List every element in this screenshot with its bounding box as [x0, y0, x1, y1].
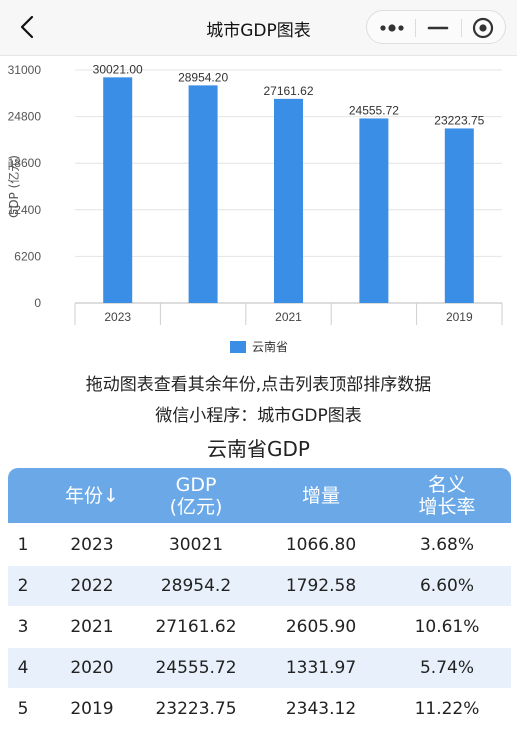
cell-growth: 11.22%	[414, 699, 480, 719]
close-button[interactable]	[461, 11, 507, 45]
table-row: 5 2019 23223.75 2343.12 11.22%	[8, 689, 511, 729]
cell-year: 2019	[70, 699, 114, 719]
data-label: 23223.75	[434, 113, 484, 127]
cell-growth: 3.68%	[419, 535, 474, 555]
header-gdp[interactable]: GDP (亿元)	[169, 473, 223, 518]
cell-rank: 4	[17, 658, 29, 678]
y-tick-label: 0	[34, 296, 41, 310]
bar	[359, 118, 389, 303]
chevron-left-icon	[20, 15, 34, 39]
header-growth[interactable]: 名义 增长率	[418, 473, 476, 518]
gdp-bar-chart[interactable]: 0 6200 12400 18600 24800 31000 GDP (亿元) 30021.0…	[0, 56, 517, 360]
table-row: 1 2023 30021 1066.80 3.68%	[8, 525, 511, 565]
data-label: 30021.00	[93, 62, 143, 76]
table-title: 云南省GDP	[207, 437, 310, 461]
bar	[274, 98, 303, 303]
header-year[interactable]: 年份↓	[65, 484, 119, 507]
y-tick-label: 6200	[14, 249, 41, 263]
cell-gdp: 30021	[168, 535, 224, 555]
cell-gdp: 24555.72	[155, 658, 237, 678]
cell-increase: 1331.97	[285, 658, 357, 678]
x-tick-label: 2019	[446, 310, 473, 324]
x-tick-label: 2023	[104, 310, 131, 324]
bar	[103, 77, 133, 303]
page-title: 城市GDP图表	[206, 21, 311, 41]
cell-year: 2023	[70, 535, 114, 555]
cell-growth: 5.74%	[419, 658, 474, 678]
x-tick-label: 2021	[275, 310, 302, 324]
y-tick-label: 31000	[8, 63, 42, 77]
capsule-menu	[366, 10, 506, 44]
table-header: 年份↓ GDP (亿元) 增量 名义 增长率	[8, 468, 511, 523]
cell-year: 2021	[70, 617, 114, 637]
table-row: 2 2022 28954.2 1792.58 6.60%	[8, 566, 511, 606]
cell-rank: 1	[17, 535, 29, 555]
table-row: 3 2021 27161.62 2605.90 10.61%	[8, 607, 511, 647]
legend-label: 云南省	[252, 339, 288, 354]
legend-swatch	[230, 341, 246, 353]
data-label: 27161.62	[263, 84, 313, 98]
cell-growth: 6.60%	[419, 576, 474, 596]
y-tick-label: 18600	[8, 156, 42, 170]
bar	[444, 128, 474, 303]
back-button[interactable]	[14, 12, 42, 42]
cell-rank: 5	[17, 699, 29, 719]
y-axis-label: GDP (亿元)	[6, 155, 21, 218]
cell-increase: 2343.12	[285, 699, 357, 719]
data-label: 28954.20	[178, 70, 228, 84]
cell-growth: 10.61%	[414, 617, 480, 637]
cell-gdp: 27161.62	[155, 617, 237, 637]
drag-hint-text: 拖动图表查看其余年份,点击列表顶部排序数据	[85, 375, 432, 395]
cell-year: 2020	[70, 658, 114, 678]
more-button[interactable]	[369, 11, 415, 45]
minimize-icon	[427, 26, 449, 30]
minimize-button[interactable]	[415, 11, 461, 45]
cell-increase: 2605.90	[285, 617, 357, 637]
miniprogram-name-text: 微信小程序：城市GDP图表	[155, 406, 362, 426]
cell-rank: 3	[17, 617, 29, 637]
cell-rank: 2	[17, 576, 29, 596]
cell-year: 2022	[70, 576, 114, 596]
data-label: 24555.72	[349, 103, 399, 117]
cell-gdp: 28954.2	[160, 576, 232, 596]
nav-bar: 城市GDP图表	[0, 0, 517, 56]
header-increase[interactable]: 增量	[301, 484, 340, 507]
cell-increase: 1792.58	[285, 576, 357, 596]
more-dots-icon	[380, 24, 404, 32]
cell-gdp: 23223.75	[155, 699, 237, 719]
bar	[188, 85, 218, 303]
record-circle-icon	[472, 17, 494, 39]
cell-increase: 1066.80	[285, 535, 357, 555]
y-tick-label: 12400	[8, 203, 42, 217]
table-row: 4 2020 24555.72 1331.97 5.74%	[8, 648, 511, 688]
y-tick-label: 24800	[8, 110, 42, 124]
